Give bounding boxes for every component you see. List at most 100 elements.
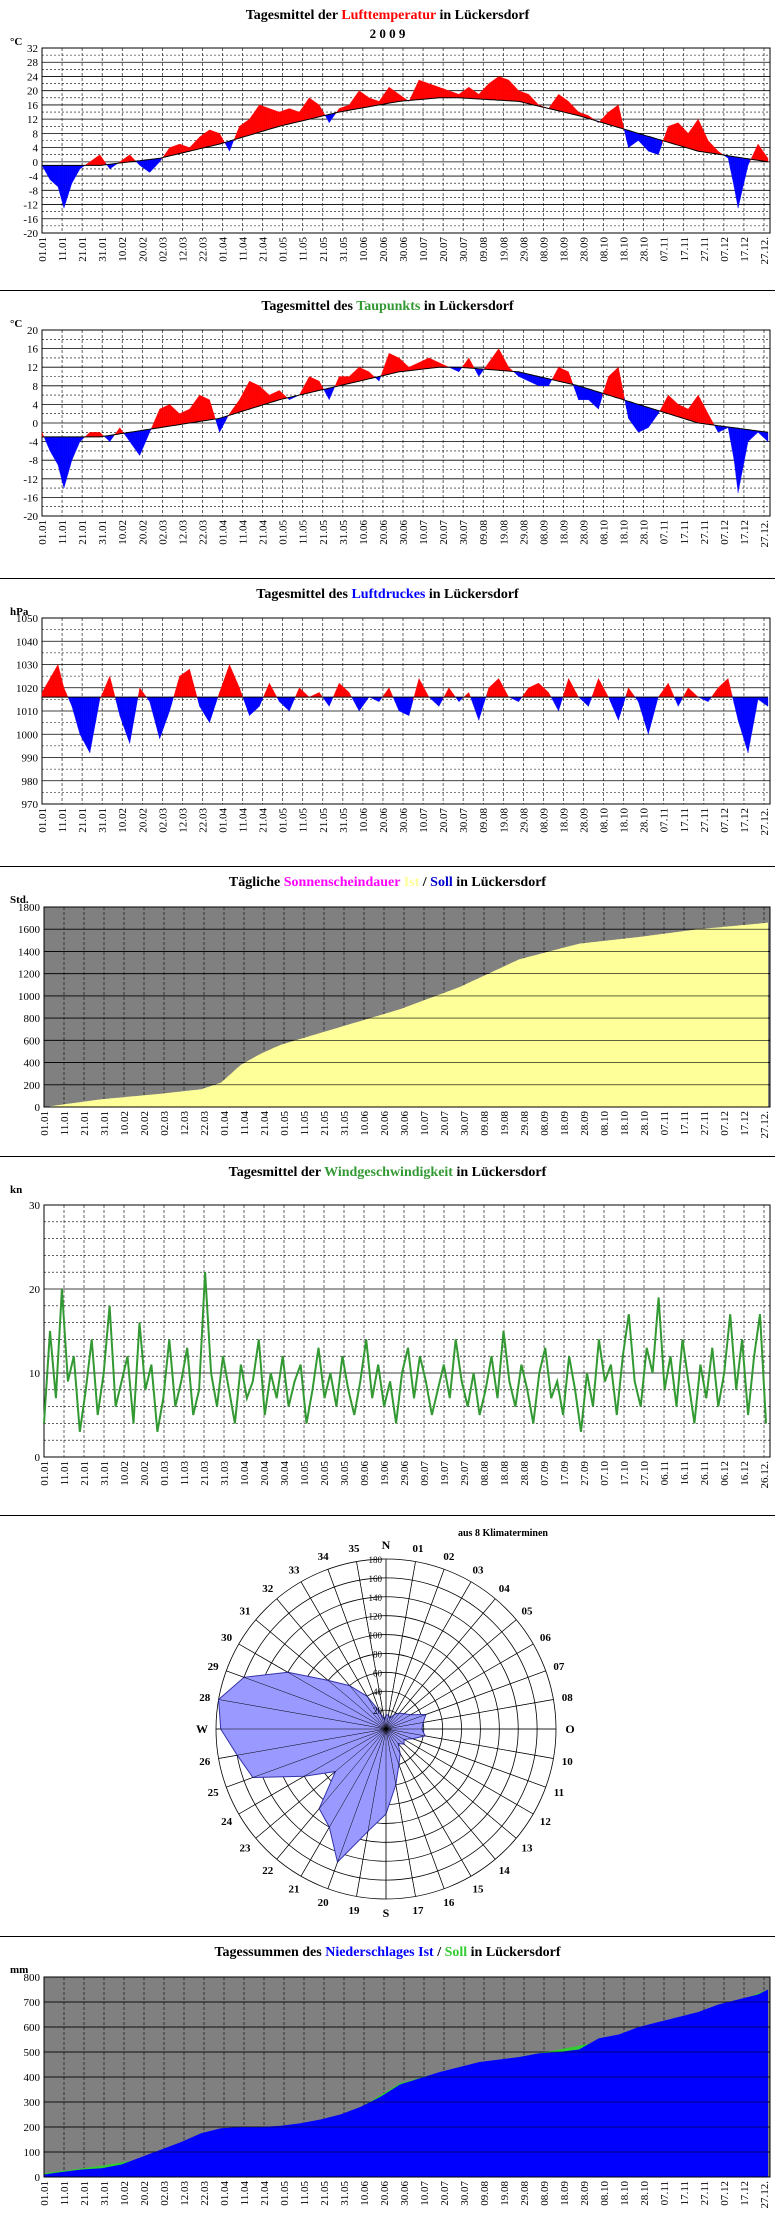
temperature-anomaly-segment — [141, 160, 144, 169]
temperature-anomaly-segment — [438, 86, 442, 98]
temperature-anomaly-segment — [239, 124, 242, 139]
sunshine-x-tick-label: 30.07 — [459, 1111, 471, 1136]
rose-direction-label: 01 — [412, 1543, 423, 1555]
temperature-x-tick-label: 21.05 — [318, 237, 330, 262]
dewpoint-anomaly-segment — [95, 432, 98, 438]
precip-chart: 0 100 200 300 400 500 600 700 800 01.01 11.01 21.01… — [24, 1972, 772, 2209]
dewpoint-anomaly-segment — [388, 353, 392, 375]
temperature-anomaly-segment — [269, 108, 272, 130]
dewpoint-anomaly-segment — [207, 398, 210, 421]
precip-x-tick-label: 11.01 — [59, 2181, 71, 2205]
rose-spoke-overlay — [218, 1728, 387, 1759]
temperature-x-tick-label: 01.04 — [218, 237, 230, 262]
dewpoint-anomaly-segment — [544, 377, 547, 386]
pressure-anomaly-segment — [257, 696, 260, 709]
sunshine-x-tick-label: 07.11 — [659, 1111, 671, 1135]
rose-direction-label: 32 — [262, 1583, 274, 1595]
temperature-anomaly-segment — [496, 76, 499, 101]
pressure-anomaly-segment — [536, 682, 539, 698]
dewpoint-anomaly-segment — [717, 425, 721, 433]
dewpoint-x-tick-label: 27.11 — [699, 520, 711, 544]
temperature-anomaly-segment — [526, 93, 529, 104]
dewpoint-x-tick-label: 28.09 — [579, 520, 591, 545]
temperature-x-tick-label: 01.01 — [37, 237, 49, 262]
dewpoint-anomaly-segment — [634, 402, 637, 430]
sunshine-x-tick-label: 20.07 — [439, 1111, 451, 1136]
dewpoint-anomaly-segment — [436, 361, 440, 368]
temperature-anomaly-segment — [364, 94, 368, 108]
dewpoint-anomaly-segment — [267, 392, 270, 404]
dewpoint-anomaly-segment — [538, 376, 541, 386]
dewpoint-anomaly-segment — [688, 405, 691, 421]
pressure-x-tick-label: 01.05 — [278, 808, 290, 833]
temperature-anomaly-segment — [241, 123, 244, 138]
dewpoint-anomaly-segment — [159, 407, 162, 428]
pressure-anomaly-segment — [79, 696, 83, 739]
temperature-anomaly-segment — [464, 88, 467, 99]
rose-direction-label: 03 — [473, 1565, 485, 1577]
temperature-x-tick-label: 29.08 — [518, 237, 530, 262]
sunshine-x-tick-label: 31.05 — [339, 1111, 351, 1136]
temperature-anomaly-segment — [692, 124, 695, 151]
precip-x-tick-label: 29.08 — [519, 2181, 531, 2206]
dewpoint-anomaly-segment — [279, 390, 282, 400]
temperature-anomaly-segment — [209, 129, 212, 147]
dewpoint-anomaly-segment — [255, 383, 258, 408]
temperature-y-tick-label: -20 — [23, 228, 38, 240]
pressure-x-tick-label: 17.12 — [739, 808, 751, 833]
dewpoint-x-tick-label: 11.01 — [57, 520, 69, 544]
temperature-anomaly-segment — [295, 110, 298, 123]
sunshine-x-tick-label: 08.10 — [599, 1111, 611, 1136]
wind-y-tick-label: 30 — [29, 1200, 41, 1212]
dewpoint-anomaly-segment — [249, 380, 252, 410]
dewpoint-anomaly-segment — [646, 406, 649, 429]
temperature-anomaly-segment — [472, 89, 475, 99]
temperature-anomaly-segment — [360, 91, 364, 109]
temperature-x-tick-label: 18.10 — [619, 237, 631, 262]
sunshine-y-tick-label: 1600 — [18, 924, 41, 936]
precip-x-tick-label: 10.07 — [419, 2181, 431, 2206]
dewpoint-anomaly-segment — [420, 360, 424, 370]
rose-direction-label: 16 — [443, 1897, 455, 1909]
temperature-anomaly-segment — [506, 79, 509, 101]
dewpoint-anomaly-segment — [247, 381, 250, 410]
dewpoint-y-tick-label: 4 — [33, 399, 39, 411]
temperature-y-tick-label: 28 — [27, 57, 39, 69]
dewpoint-anomaly-segment — [636, 403, 639, 433]
dewpoint-y-tick-label: 8 — [33, 381, 39, 393]
sunshine-x-tick-label: 09.08 — [479, 1111, 491, 1136]
rose-direction-label: 07 — [553, 1661, 565, 1673]
temperature-anomaly-segment — [654, 137, 657, 155]
temperature-anomaly-segment — [217, 132, 220, 145]
rose-spoke-overlay — [385, 1561, 416, 1730]
dewpoint-anomaly-segment — [696, 394, 699, 424]
pressure-anomaly-segment — [706, 696, 709, 702]
rose-spoke-overlay — [385, 1569, 445, 1730]
temperature-anomaly-segment — [287, 108, 290, 125]
wind-x-tick-label: 27.09 — [579, 1461, 591, 1486]
temperature-anomaly-segment — [392, 89, 396, 103]
wind-x-tick-label: 10.02 — [119, 1461, 131, 1486]
sunshine-chart: 0 200 400 600 800 1000 1200 1400 1600 1800 01.01 11… — [18, 902, 771, 1139]
dewpoint-anomaly-segment — [271, 393, 274, 403]
rose-direction-label: 17 — [412, 1905, 424, 1917]
pressure-y-tick-label: 990 — [22, 753, 39, 765]
dewpoint-x-tick-label: 01.01 — [37, 520, 49, 545]
dewpoint-anomaly-segment — [526, 373, 529, 382]
dewpoint-anomaly-segment — [269, 393, 272, 404]
temperature-x-tick-label: 10.02 — [117, 237, 129, 262]
dewpoint-anomaly-segment — [612, 370, 615, 398]
pressure-x-tick-label: 27.12. — [759, 808, 771, 836]
dewpoint-anomaly-segment — [642, 405, 645, 431]
dewpoint-anomaly-segment — [275, 391, 278, 402]
temperature-anomaly-segment — [356, 90, 360, 110]
wind-title: Tagesmittel der Windgeschwindigkeit in L… — [228, 1165, 547, 1180]
temperature-x-tick-label: 11.04 — [238, 237, 250, 262]
temperature-anomaly-segment — [311, 98, 314, 119]
rose-direction-label: S — [383, 1906, 390, 1920]
dewpoint-anomaly-segment — [193, 400, 196, 423]
dewpoint-anomaly-segment — [428, 357, 432, 369]
rose-direction-label: W — [196, 1722, 208, 1736]
wind-x-tick-label: 17.09 — [559, 1461, 571, 1486]
temperature-anomaly-segment — [61, 165, 65, 209]
